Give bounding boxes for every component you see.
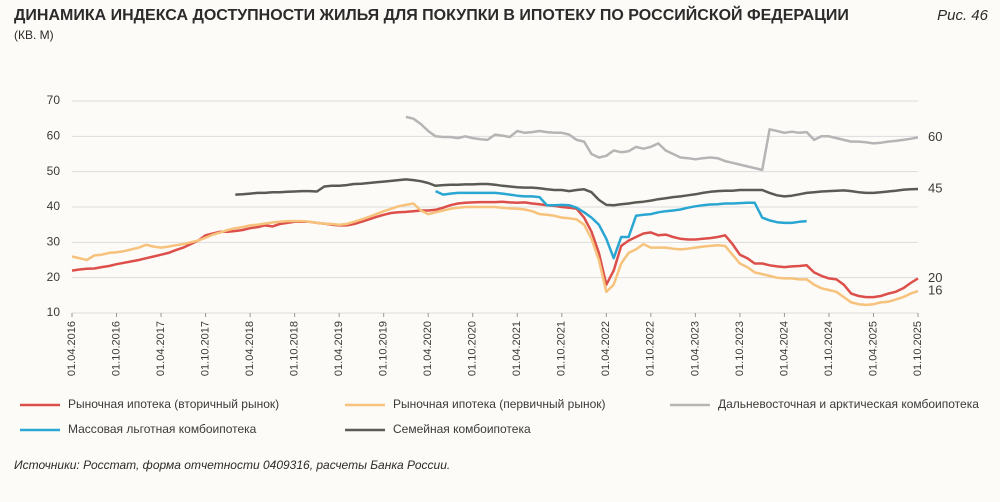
x-tick-label: 01.04.2021 <box>511 321 523 376</box>
end-label: 16 <box>928 283 942 298</box>
legend-label: Рыночная ипотека (первичный рынок) <box>393 397 606 411</box>
x-tick-label: 01.04.2019 <box>333 321 345 376</box>
series-line <box>435 189 807 260</box>
y-tick-label: 40 <box>47 199 61 213</box>
x-tick-label: 01.04.2022 <box>600 321 612 376</box>
y-tick-label: 60 <box>47 129 61 143</box>
x-tick-label: 01.04.2016 <box>66 321 78 376</box>
end-label: 60 <box>928 129 942 144</box>
x-tick-label: 01.10.2018 <box>289 321 301 376</box>
source-note: Источники: Росстат, форма отчетности 040… <box>14 458 450 472</box>
legend-label: Рыночная ипотека (вторичный рынок) <box>68 397 279 411</box>
x-tick-label: 01.10.2023 <box>734 321 746 376</box>
y-tick-label: 10 <box>47 305 61 319</box>
chart-title: ДИНАМИКА ИНДЕКСА ДОСТУПНОСТИ ЖИЛЬЯ ДЛЯ П… <box>14 5 849 24</box>
x-tick-label: 01.10.2019 <box>378 321 390 376</box>
x-tick-label: 01.10.2016 <box>110 321 122 376</box>
legend-label: Массовая льготная комбоипотека <box>68 422 257 436</box>
series-line <box>71 202 919 307</box>
end-label: 45 <box>928 180 942 195</box>
figure-label: Рис. 46 <box>937 7 989 24</box>
x-tick-label: 01.10.2021 <box>556 321 568 376</box>
series-line <box>235 178 919 207</box>
chart-subtitle: (КВ. М) <box>14 28 54 42</box>
x-tick-label: 01.10.2024 <box>823 321 835 376</box>
x-tick-label: 01.04.2023 <box>689 321 701 376</box>
series-line <box>71 200 919 299</box>
x-tick-label: 01.04.2017 <box>155 321 167 376</box>
x-tick-label: 01.10.2017 <box>199 321 211 376</box>
y-tick-label: 70 <box>47 93 61 107</box>
y-tick-label: 50 <box>47 164 61 178</box>
end-label: 20 <box>928 270 942 285</box>
x-tick-label: 01.04.2020 <box>422 321 434 376</box>
x-tick-label: 01.10.2022 <box>645 321 657 376</box>
x-tick-label: 01.04.2018 <box>244 321 256 376</box>
x-tick-label: 01.04.2025 <box>867 321 879 376</box>
x-tick-label: 01.10.2020 <box>467 321 479 376</box>
legend-label: Семейная комбоипотека <box>393 422 531 436</box>
legend-label: Дальневосточная и арктическая комбоипоте… <box>718 397 979 411</box>
x-tick-label: 01.04.2024 <box>778 321 790 376</box>
y-tick-label: 30 <box>47 235 61 249</box>
x-tick-label: 01.10.2025 <box>912 321 924 376</box>
series-line <box>405 115 919 172</box>
y-tick-label: 20 <box>47 270 61 284</box>
